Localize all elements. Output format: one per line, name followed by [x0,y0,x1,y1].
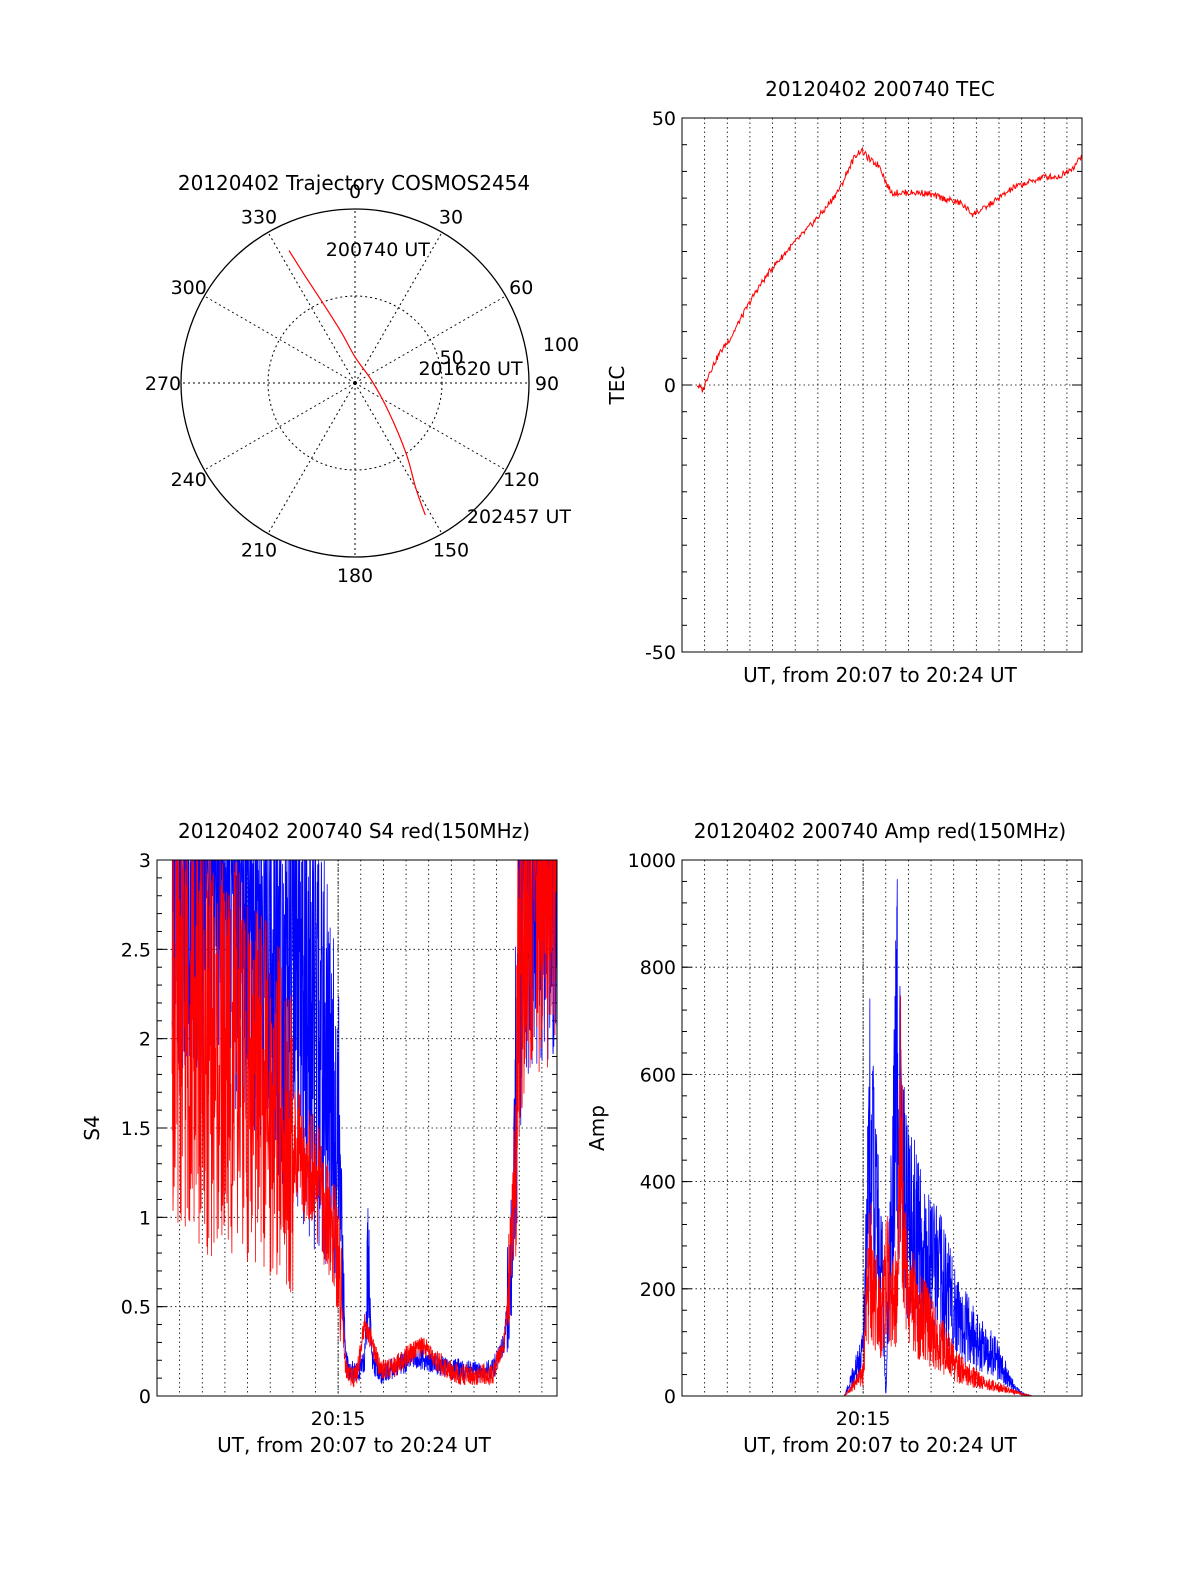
polar-spoke [354,382,506,471]
tec-ytick-label: 50 [652,108,676,130]
tec-ytick-label: 0 [664,375,676,397]
polar-outer-circle [180,208,530,558]
s4-series-line-red [171,859,557,1388]
s4-title: 20120402 200740 S4 red(150MHz) [178,819,530,843]
s4-ytick-label: 2 [139,1029,151,1051]
s4-frame [156,859,558,1397]
tec-yticks: -50 0 50 [645,108,1082,664]
tec-frame [681,117,1083,653]
polar-azimuth-label: 150 [433,539,469,561]
amp-ytick-label: 200 [640,1279,676,1301]
polar-azimuth-label: 60 [509,277,533,299]
amp-grid [682,860,1082,1396]
polar-spoke [354,232,443,384]
s4-xticks: 20:15 [311,860,366,1430]
polar-azimuth-label: 90 [535,373,559,395]
polar-azimuth-label: 180 [337,565,373,587]
polar-time-annotation: 202457 UT [467,506,571,528]
polar-trajectory-line [288,250,426,516]
polar-ring-label: 100 [543,334,579,356]
tec-xlabel: UT, from 20:07 to 20:24 UT [743,663,1018,687]
amp-ytick-label: 1000 [628,850,676,872]
polar-azimuth-labels: 0 30 60 90 120 150 180 210 240 270 300 330 [145,181,559,587]
amp-ytick-label: 400 [640,1172,676,1194]
amp-yticks: 0 200 400 600 800 1000 [628,850,1082,1408]
tec-ytick-label: -50 [645,642,676,664]
tec-plot: 20120402 200740 TEC -50 0 50 UT, from 20:0… [605,77,1083,687]
polar-azimuth-label: 210 [241,539,277,561]
amp-title: 20120402 200740 Amp red(150MHz) [694,819,1066,843]
polar-azimuth-label: 330 [241,207,277,229]
polar-grid [180,208,530,558]
polar-spoke [267,232,356,384]
tec-series-line-red [696,146,1083,393]
s4-plot: 20120402 200740 S4 red(150MHz) 0 0.5 1 1.5 2… [80,819,558,1457]
amp-frame [681,859,1083,1397]
polar-annotations: 200740 UT 201620 UT 202457 UT [326,239,572,528]
tec-title: 20120402 200740 TEC [765,77,995,101]
s4-ylabel: S4 [80,1115,104,1140]
polar-time-annotation: 201620 UT [418,358,522,380]
tec-ylabel: TEC [605,366,629,406]
polar-azimuth-label: 30 [439,207,463,229]
polar-trajectory-plot: 20120402 Trajectory COSMOS2454 0 30 60 90 12… [145,171,579,587]
s4-ytick-label: 1.5 [121,1118,151,1140]
amp-series [697,879,1082,1397]
s4-series-line-blue [171,858,558,1385]
s4-xlabel: UT, from 20:07 to 20:24 UT [217,1433,492,1457]
s4-grid [157,860,557,1396]
polar-ring-labels: 50 100 [440,334,580,369]
polar-azimuth-label: 300 [171,277,207,299]
polar-title: 20120402 Trajectory COSMOS2454 [178,171,530,195]
polar-spoke [204,382,356,471]
amp-ytick-label: 600 [640,1064,676,1086]
polar-azimuth-label: 120 [503,469,539,491]
amp-ylabel: Amp [585,1105,609,1151]
s4-xtick-label: 20:15 [311,1408,366,1430]
s4-ytick-label: 1 [139,1207,151,1229]
polar-spoke [204,295,356,384]
amp-ytick-label: 800 [640,957,676,979]
polar-spoke [354,382,443,534]
s4-ytick-label: 0 [139,1386,151,1408]
s4-ytick-label: 3 [139,850,151,872]
polar-azimuth-label: 270 [145,373,181,395]
polar-ring-label: 50 [440,347,464,369]
polar-spoke [267,382,356,534]
s4-ytick-label: 2.5 [121,939,151,961]
amp-plot: 20120402 200740 Amp red(150MHz) 0 200 400 6… [585,819,1083,1457]
polar-time-annotation: 200740 UT [326,239,430,261]
amp-xlabel: UT, from 20:07 to 20:24 UT [743,1433,1018,1457]
amp-xtick-label: 20:15 [836,1408,891,1430]
polar-spoke [354,295,506,384]
amp-ytick-label: 0 [664,1386,676,1408]
amp-xticks: 20:15 [836,860,891,1430]
s4-yticks: 0 0.5 1 1.5 2 2.5 3 [121,850,557,1408]
s4-ytick-label: 0.5 [121,1297,151,1319]
s4-series [171,858,558,1388]
tec-grid [682,118,1082,652]
polar-azimuth-label: 240 [171,469,207,491]
polar-azimuth-label: 0 [349,181,361,203]
tec-series [696,146,1083,393]
